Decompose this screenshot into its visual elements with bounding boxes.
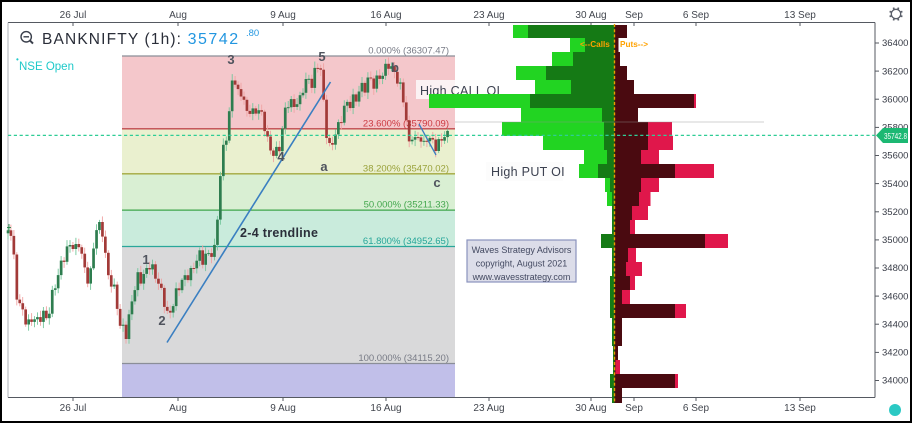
svg-text:b: b [391,60,399,75]
svg-text:36000: 36000 [882,95,908,106]
svg-text:•: • [16,55,19,64]
svg-text:35600: 35600 [882,151,908,162]
svg-text:3: 3 [227,52,234,67]
svg-text:Waves Strategy Advisors: Waves Strategy Advisors [472,245,572,255]
svg-text:35400: 35400 [882,179,908,190]
svg-text:4: 4 [277,149,285,164]
svg-text:www.wavesstrategy.com: www.wavesstrategy.com [472,272,571,282]
svg-text:copyright, August 2021: copyright, August 2021 [476,259,568,269]
svg-text:35742.8: 35742.8 [884,131,907,141]
svg-text:13 Sep: 13 Sep [784,403,816,414]
svg-text:16 Aug: 16 Aug [370,403,401,414]
svg-text:36200: 36200 [882,66,908,77]
svg-text:6 Sep: 6 Sep [683,403,710,414]
svg-text:Sep: Sep [625,403,643,414]
svg-text:c: c [433,175,440,190]
svg-text:34400: 34400 [882,319,908,330]
svg-text:61.800% (34952.65): 61.800% (34952.65) [363,236,449,247]
svg-text:Sep: Sep [625,10,643,21]
svg-text:34200: 34200 [882,348,908,359]
svg-text:26 Jul: 26 Jul [60,403,87,414]
svg-text:NSE Open: NSE Open [19,61,74,73]
svg-text:30 Aug: 30 Aug [575,10,606,21]
svg-text:34600: 34600 [882,291,908,302]
svg-text:26 Jul: 26 Jul [60,10,87,21]
svg-text:16 Aug: 16 Aug [370,10,401,21]
svg-text:23 Aug: 23 Aug [473,403,504,414]
svg-text:High PUT OI: High PUT OI [491,165,565,179]
svg-text:BANKNIFTY (1h): 35742: BANKNIFTY (1h): 35742 [42,31,240,48]
svg-text:5: 5 [318,49,325,64]
svg-text:34000: 34000 [882,376,908,387]
svg-text:34800: 34800 [882,263,908,274]
svg-text:35000: 35000 [882,235,908,246]
svg-text:1: 1 [142,252,149,267]
svg-text:9 Aug: 9 Aug [270,10,296,21]
svg-text:Puts-->: Puts--> [620,40,648,49]
svg-text:2: 2 [158,313,165,328]
svg-text:23 Aug: 23 Aug [473,10,504,21]
svg-text:Aug: Aug [169,10,187,21]
svg-text:<--Calls: <--Calls [580,40,610,49]
svg-text:6 Sep: 6 Sep [683,10,710,21]
svg-text:38.200% (35470.02): 38.200% (35470.02) [363,163,449,174]
svg-text:100.000% (34115.20): 100.000% (34115.20) [358,353,449,364]
svg-text:.80: .80 [246,28,259,39]
svg-text:9 Aug: 9 Aug [270,403,296,414]
svg-text:0.000% (36307.47): 0.000% (36307.47) [368,46,449,57]
svg-text:2-4 trendline: 2-4 trendline [240,226,318,240]
svg-text:a: a [320,159,328,174]
svg-text:50.000% (35211.33): 50.000% (35211.33) [364,200,449,211]
svg-text:30 Aug: 30 Aug [575,403,606,414]
svg-text:35200: 35200 [882,207,908,218]
svg-text:36400: 36400 [882,38,908,49]
svg-text:Aug: Aug [169,403,187,414]
svg-text:13 Sep: 13 Sep [784,10,816,21]
